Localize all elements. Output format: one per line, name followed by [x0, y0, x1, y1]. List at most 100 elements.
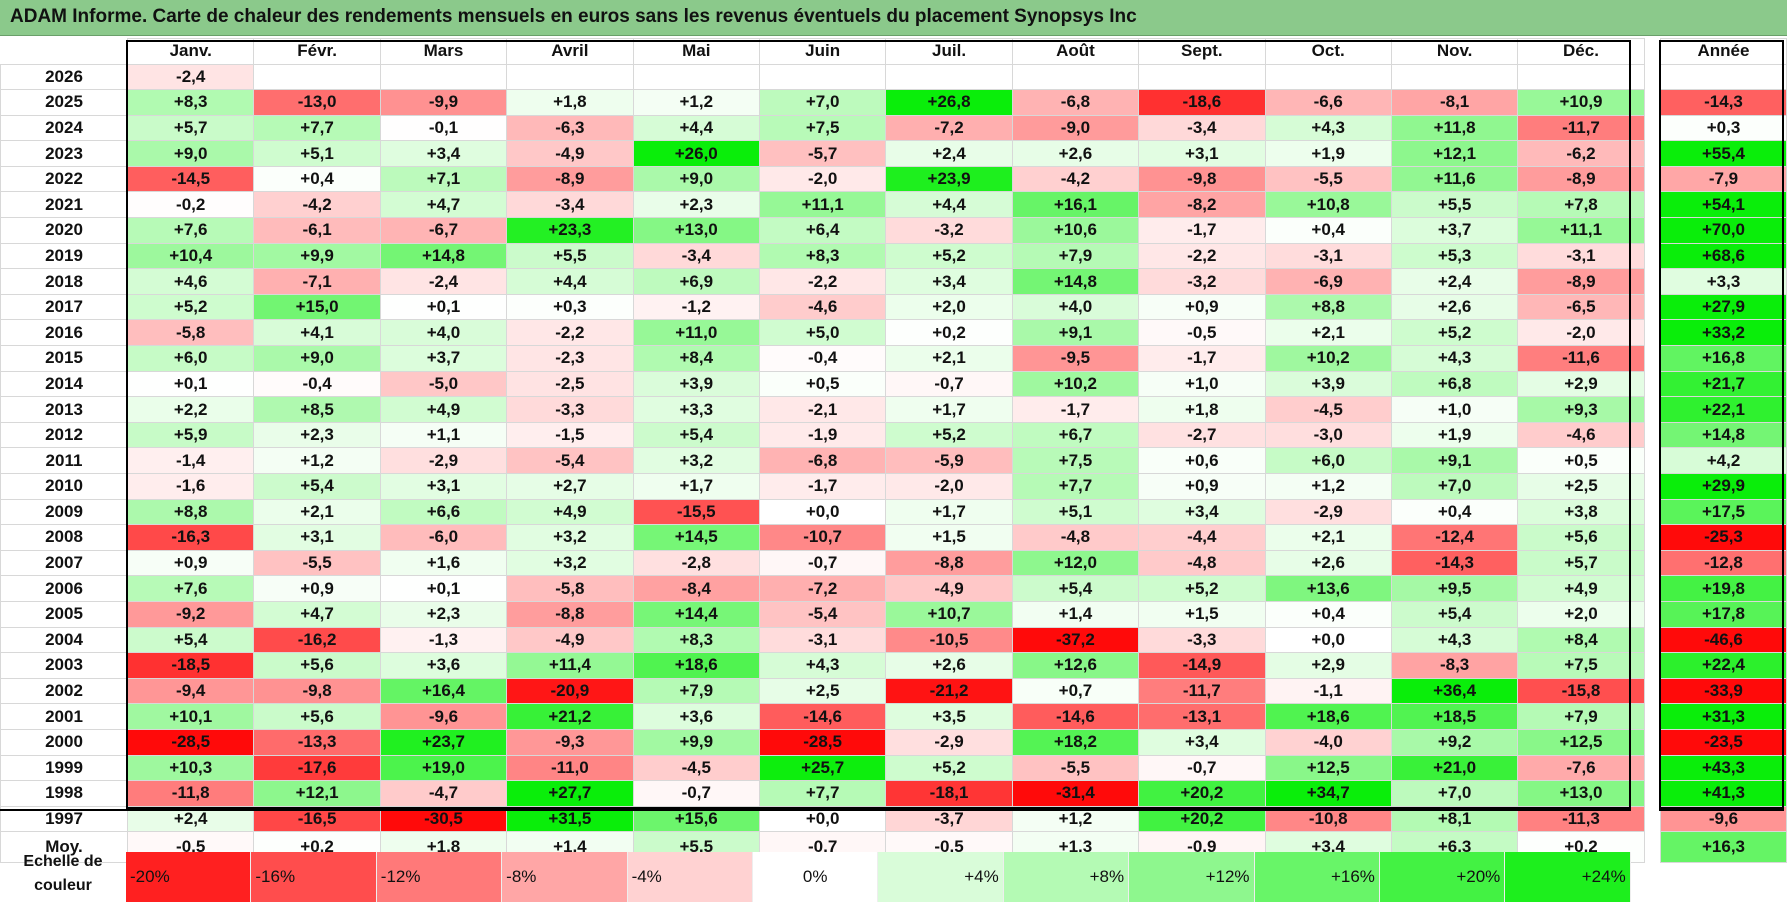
annual-cell: -9,6 — [1660, 805, 1787, 833]
heatmap-cell: +6,7 — [1011, 421, 1140, 449]
heatmap-cell: +20,2 — [1138, 780, 1266, 807]
heatmap-cell: +23,7 — [379, 728, 508, 756]
heatmap-cell: -1,3 — [379, 626, 508, 654]
heatmap-cell: +1,2 — [1264, 473, 1392, 500]
heatmap-cell: -14,5 — [126, 165, 255, 193]
month-header: Févr. — [253, 38, 381, 65]
heatmap-cell: +12,1 — [1390, 140, 1519, 167]
heatmap-cell: -0,5 — [1138, 319, 1266, 347]
heatmap-cell: -16,2 — [253, 626, 381, 654]
heatmap-cell: +13,6 — [1264, 575, 1392, 602]
heatmap-cell: +8,4 — [632, 345, 760, 372]
year-label: 1999 — [0, 754, 128, 782]
annual-cell: +70,0 — [1660, 217, 1787, 244]
heatmap-cell: -6,6 — [1264, 89, 1392, 116]
heatmap-cell: +25,7 — [758, 754, 887, 782]
annual-cell: -33,9 — [1660, 677, 1787, 705]
heatmap-cell: +27,7 — [506, 780, 634, 807]
year-label: 2010 — [0, 473, 128, 500]
heatmap-cell: +9,2 — [1390, 728, 1519, 756]
month-header: Mai — [632, 38, 760, 65]
heatmap-cell: +0,4 — [253, 165, 381, 193]
heatmap-cell: +2,9 — [1517, 370, 1645, 398]
heatmap-cell: +18,2 — [1011, 728, 1140, 756]
year-label: 2013 — [0, 396, 128, 423]
heatmap-cell: -9,9 — [379, 89, 508, 116]
heatmap-cell: +11,1 — [758, 191, 887, 219]
heatmap-cell: -11,0 — [506, 754, 634, 782]
heatmap-cell: -1,1 — [1264, 677, 1392, 705]
heatmap-cell: +11,8 — [1390, 114, 1519, 142]
heatmap-cell: +1,7 — [632, 473, 760, 500]
heatmap-cell: +3,8 — [1517, 498, 1645, 526]
heatmap-cell: -9,8 — [1138, 165, 1266, 193]
heatmap-cell: +26,0 — [632, 140, 760, 167]
heatmap-cell: +10,6 — [1011, 217, 1140, 244]
page-title: ADAM Informe. Carte de chaleur des rende… — [10, 6, 1137, 27]
heatmap-cell: +0,4 — [1390, 498, 1519, 526]
heatmap-cell: -1,7 — [758, 473, 887, 500]
month-header: Déc. — [1517, 38, 1645, 65]
heatmap-cell: -4,4 — [1138, 524, 1266, 551]
heatmap-cell: -13,3 — [253, 728, 381, 756]
annual-cell: -25,3 — [1660, 524, 1787, 551]
heatmap-cell: -15,8 — [1517, 677, 1645, 705]
month-header: Janv. — [126, 38, 255, 65]
heatmap-cell: +3,7 — [1390, 217, 1519, 244]
annual-cell: +43,3 — [1660, 754, 1787, 782]
heatmap-cell: -30,5 — [379, 805, 508, 833]
heatmap-cell: +0,1 — [379, 293, 508, 321]
heatmap-cell: +21,2 — [506, 703, 634, 730]
heatmap-cell: -6,7 — [379, 217, 508, 244]
heatmap-cell: -1,4 — [126, 447, 255, 474]
heatmap-cell: +20,2 — [1138, 805, 1266, 833]
heatmap-cell: +12,6 — [1011, 652, 1140, 679]
heatmap-cell: +5,0 — [758, 319, 887, 347]
heatmap-cell: +5,6 — [1517, 524, 1645, 551]
heatmap-cell: +5,5 — [1390, 191, 1519, 219]
heatmap-cell: +9,0 — [126, 140, 255, 167]
heatmap-cell: +5,4 — [1390, 600, 1519, 628]
heatmap-cell: -9,5 — [1011, 345, 1140, 372]
heatmap-cell: +11,4 — [506, 652, 634, 679]
year-label: 2004 — [0, 626, 128, 654]
color-scale-swatch: +24% — [1505, 852, 1631, 902]
annual-cell: +3,3 — [1660, 268, 1787, 295]
heatmap-cell: +4,9 — [506, 498, 634, 526]
heatmap-cell: +14,8 — [1011, 268, 1140, 295]
heatmap-cell: +6,0 — [126, 345, 255, 372]
heatmap-cell: -0,4 — [758, 345, 887, 372]
heatmap-cell: +0,9 — [1138, 473, 1266, 500]
year-label: 2012 — [0, 421, 128, 449]
heatmap-cell: +7,7 — [758, 780, 887, 807]
heatmap-cell: -5,5 — [1264, 165, 1392, 193]
heatmap-cell: +3,2 — [506, 524, 634, 551]
heatmap-cell: +5,9 — [126, 421, 255, 449]
heatmap-cell: +5,5 — [506, 242, 634, 270]
heatmap-cell: -2,2 — [1138, 242, 1266, 270]
heatmap-cell: +2,1 — [253, 498, 381, 526]
heatmap-cell: +3,4 — [1138, 728, 1266, 756]
heatmap-cell: +2,6 — [885, 652, 1013, 679]
heatmap-cell: +3,4 — [1138, 498, 1266, 526]
color-scale-swatch: -8% — [502, 852, 628, 902]
heatmap-cell: -6,2 — [1517, 140, 1645, 167]
heatmap-cell: +1,4 — [1011, 600, 1140, 628]
color-scale-swatch: +12% — [1129, 852, 1255, 902]
annual-cell: +29,9 — [1660, 473, 1787, 500]
heatmap-cell: -3,0 — [1264, 421, 1392, 449]
year-label: 2002 — [0, 677, 128, 705]
heatmap-cell: -31,4 — [1011, 780, 1140, 807]
heatmap-cell: +23,9 — [885, 165, 1013, 193]
heatmap-cell: +5,4 — [1011, 575, 1140, 602]
heatmap-cell: +9,1 — [1011, 319, 1140, 347]
year-label: 2022 — [0, 165, 128, 193]
heatmap-cell: +9,9 — [253, 242, 381, 270]
heatmap-cell: +21,0 — [1390, 754, 1519, 782]
heatmap-cell: -8,2 — [1138, 191, 1266, 219]
heatmap-cell: +4,1 — [253, 319, 381, 347]
heatmap-cell: +1,0 — [1138, 370, 1266, 398]
heatmap-cell: +0,2 — [885, 319, 1013, 347]
heatmap-cell: -28,5 — [758, 728, 887, 756]
heatmap-cell: +15,6 — [632, 805, 760, 833]
